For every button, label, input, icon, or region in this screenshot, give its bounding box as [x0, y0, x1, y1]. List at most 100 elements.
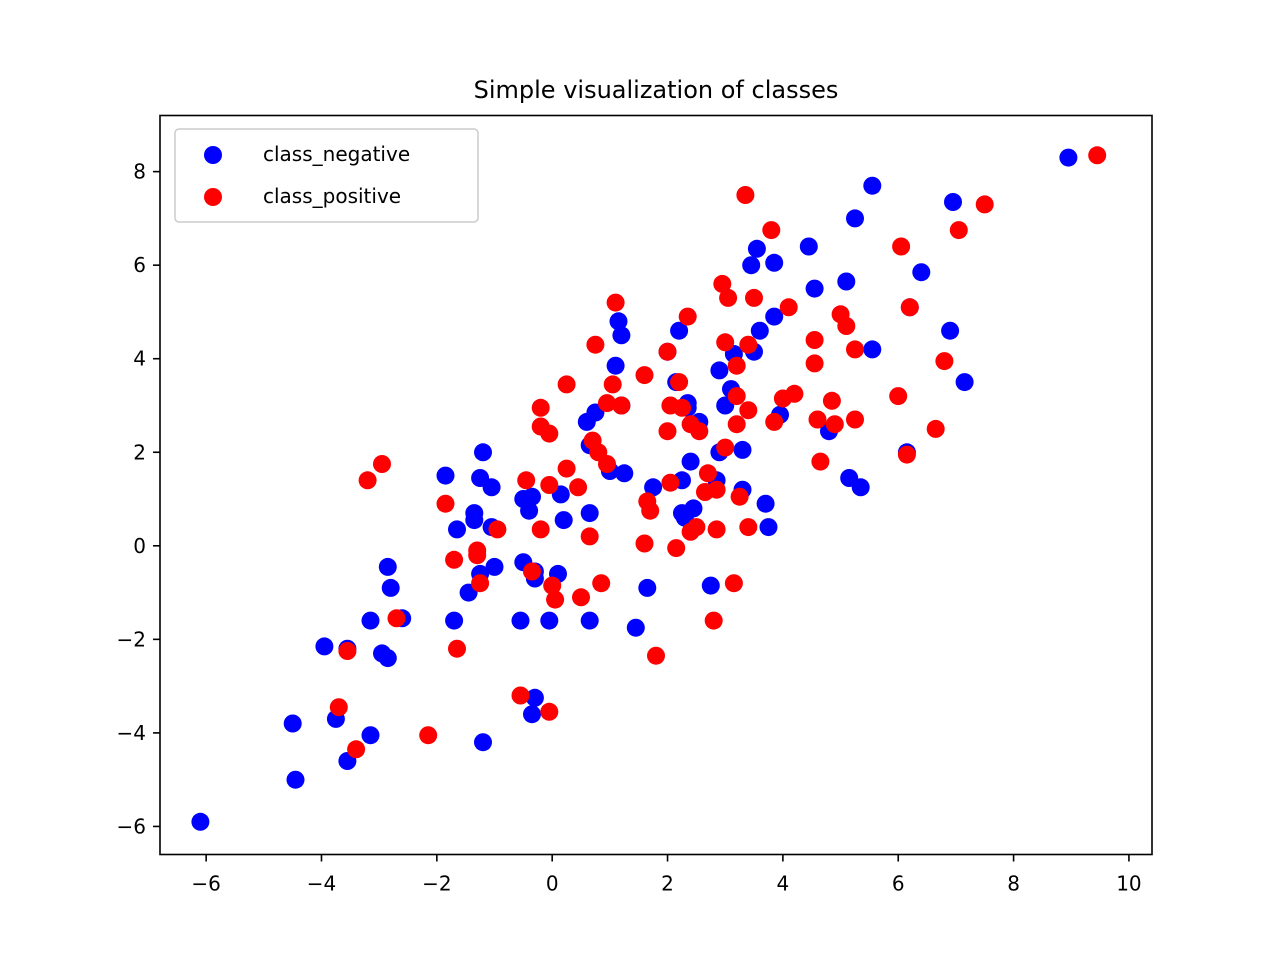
point-class-positive-71 [739, 335, 758, 354]
point-class-positive-76 [765, 412, 784, 431]
point-class-negative-1 [283, 714, 302, 733]
point-class-positive-29 [580, 527, 599, 546]
point-class-negative-29 [511, 611, 530, 630]
point-class-positive-40 [635, 534, 654, 553]
point-class-positive-83 [811, 452, 830, 471]
point-class-positive-28 [572, 588, 590, 607]
point-class-positive-9 [448, 639, 466, 658]
point-class-positive-20 [540, 424, 559, 443]
point-class-positive-87 [837, 317, 856, 335]
point-class-positive-59 [707, 520, 726, 539]
x-tick-label: 0 [546, 872, 559, 896]
point-class-positive-78 [779, 298, 798, 317]
point-class-negative-19 [465, 511, 484, 530]
point-class-positive-43 [647, 646, 665, 665]
point-class-negative-83 [799, 237, 818, 256]
point-class-negative-72 [733, 440, 752, 459]
point-class-positive-6 [419, 726, 438, 745]
point-class-negative-42 [580, 611, 599, 630]
y-tick-label: 2 [133, 440, 146, 464]
y-tick-label: −4 [117, 721, 146, 745]
point-class-positive-37 [606, 293, 625, 312]
point-class-negative-90 [863, 176, 882, 195]
point-class-negative-2 [286, 770, 305, 789]
point-class-positive-2 [347, 740, 366, 759]
point-class-positive-68 [727, 415, 746, 434]
point-class-positive-4 [373, 455, 391, 473]
point-class-negative-16 [448, 520, 466, 539]
point-class-positive-45 [658, 422, 677, 441]
point-class-positive-65 [724, 574, 743, 593]
point-class-positive-67 [727, 387, 746, 406]
point-class-positive-0 [329, 698, 348, 717]
point-class-positive-63 [716, 438, 735, 457]
plot-frame [159, 114, 1153, 856]
point-class-negative-32 [523, 705, 541, 724]
point-class-positive-88 [846, 410, 864, 429]
point-class-negative-97 [955, 373, 974, 392]
legend-box [174, 128, 479, 223]
point-class-negative-86 [837, 272, 856, 291]
point-class-negative-63 [684, 499, 703, 518]
y-tick-label: 4 [133, 347, 146, 371]
point-class-positive-17 [531, 398, 550, 417]
point-class-positive-11 [468, 546, 487, 565]
point-class-negative-50 [615, 464, 634, 483]
point-class-negative-79 [759, 518, 778, 537]
point-class-positive-69 [730, 487, 749, 506]
x-tick-label: 2 [661, 872, 674, 896]
x-tick-label: 8 [1007, 872, 1020, 896]
point-class-negative-77 [750, 321, 769, 340]
point-class-negative-88 [846, 209, 864, 228]
point-class-negative-52 [638, 578, 657, 597]
point-class-positive-94 [926, 419, 945, 438]
point-class-positive-75 [762, 221, 781, 240]
point-class-positive-90 [889, 387, 908, 406]
point-class-positive-81 [805, 354, 824, 373]
legend-marker-class-negative [204, 146, 222, 164]
point-class-positive-96 [949, 221, 968, 240]
y-tick-label: 8 [133, 160, 146, 184]
x-tick-label: −6 [191, 872, 220, 896]
point-class-positive-31 [586, 335, 605, 354]
point-class-positive-47 [661, 473, 680, 492]
point-class-positive-74 [745, 288, 763, 307]
point-class-positive-80 [805, 331, 824, 349]
point-class-negative-56 [670, 321, 689, 340]
point-class-negative-41 [580, 504, 599, 523]
point-class-positive-5 [387, 609, 406, 628]
y-tick-label: −6 [117, 814, 146, 838]
point-class-positive-22 [540, 702, 559, 721]
x-axis: −6 −4 −2 0 2 4 6 8 10 [191, 854, 1142, 896]
legend-marker-class-positive [204, 188, 222, 206]
point-class-positive-1 [338, 642, 357, 660]
point-class-negative-67 [710, 361, 729, 380]
point-class-negative-96 [944, 193, 962, 211]
point-class-negative-49 [612, 326, 631, 345]
point-class-negative-84 [805, 279, 824, 298]
point-class-positive-12 [471, 574, 490, 593]
point-class-positive-21 [540, 476, 559, 494]
point-class-positive-51 [678, 307, 697, 326]
y-tick-label: 0 [133, 534, 146, 558]
point-class-positive-23 [543, 576, 562, 595]
point-class-positive-25 [557, 375, 576, 394]
point-class-positive-44 [658, 342, 677, 361]
points-layer [191, 146, 1107, 831]
point-class-positive-93 [900, 298, 919, 317]
point-class-positive-8 [445, 550, 464, 569]
point-class-positive-64 [719, 288, 738, 307]
point-class-positive-73 [739, 518, 758, 537]
point-class-positive-13 [488, 520, 507, 539]
point-class-positive-16 [523, 562, 541, 581]
point-class-negative-81 [765, 307, 784, 326]
point-class-positive-98 [1088, 146, 1107, 165]
point-class-negative-12 [381, 578, 400, 597]
point-class-positive-35 [598, 394, 616, 413]
point-class-negative-53 [644, 478, 663, 497]
point-class-negative-47 [609, 312, 628, 331]
legend-label-class-negative: class_negative [263, 142, 410, 166]
point-class-negative-15 [445, 611, 464, 630]
point-class-positive-58 [704, 611, 723, 630]
